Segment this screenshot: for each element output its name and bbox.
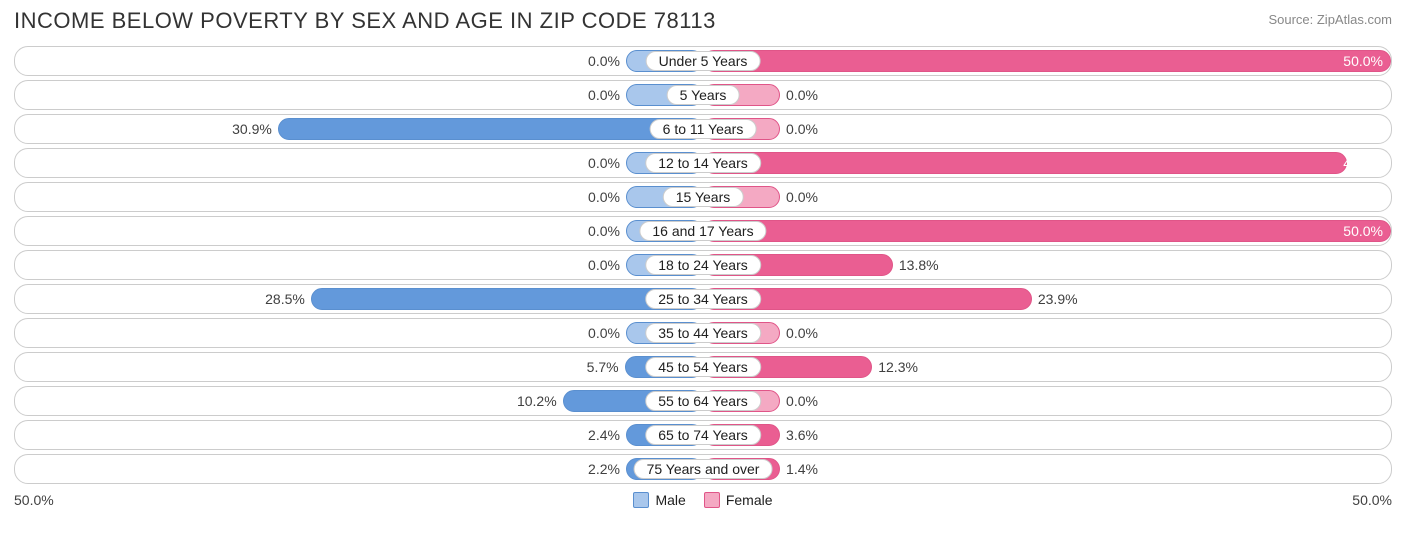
chart-footer: 50.0% Male Female 50.0% xyxy=(0,488,1406,516)
male-bar xyxy=(311,288,703,310)
female-value: 23.9% xyxy=(1038,291,1078,307)
female-value: 12.3% xyxy=(878,359,918,375)
data-row: 28.5% 23.9% 25 to 34 Years xyxy=(14,284,1392,314)
category-label: 5 Years xyxy=(667,85,740,105)
female-value: 3.6% xyxy=(786,427,818,443)
data-row: 0.0% 0.0% 5 Years xyxy=(14,80,1392,110)
data-row: 5.7% 12.3% 45 to 54 Years xyxy=(14,352,1392,382)
category-label: 12 to 14 Years xyxy=(645,153,761,173)
male-bar xyxy=(278,118,703,140)
category-label: 75 Years and over xyxy=(634,459,773,479)
category-label: 55 to 64 Years xyxy=(645,391,761,411)
category-label: 6 to 11 Years xyxy=(650,119,757,139)
male-value: 0.0% xyxy=(588,257,620,273)
female-value: 0.0% xyxy=(786,87,818,103)
male-value: 0.0% xyxy=(588,189,620,205)
male-value: 0.0% xyxy=(588,53,620,69)
female-swatch-icon xyxy=(704,492,720,508)
category-label: 15 Years xyxy=(663,187,744,207)
female-value: 0.0% xyxy=(786,393,818,409)
data-row: 0.0% 46.8% 12 to 14 Years xyxy=(14,148,1392,178)
category-label: 25 to 34 Years xyxy=(645,289,761,309)
data-row: 0.0% 0.0% 35 to 44 Years xyxy=(14,318,1392,348)
legend-female-label: Female xyxy=(726,492,773,508)
male-value: 0.0% xyxy=(588,87,620,103)
female-value: 0.0% xyxy=(786,121,818,137)
male-value: 10.2% xyxy=(517,393,557,409)
category-label: 65 to 74 Years xyxy=(645,425,761,445)
female-value: 50.0% xyxy=(1343,223,1383,239)
data-row: 10.2% 0.0% 55 to 64 Years xyxy=(14,386,1392,416)
female-value: 46.8% xyxy=(1343,155,1383,171)
legend-male-label: Male xyxy=(655,492,685,508)
data-row: 0.0% 13.8% 18 to 24 Years xyxy=(14,250,1392,280)
male-value: 0.0% xyxy=(588,325,620,341)
header: INCOME BELOW POVERTY BY SEX AND AGE IN Z… xyxy=(0,0,1406,46)
male-value: 28.5% xyxy=(265,291,305,307)
legend-male: Male xyxy=(633,492,685,508)
category-label: 16 and 17 Years xyxy=(639,221,766,241)
female-bar xyxy=(703,152,1347,174)
female-bar xyxy=(703,220,1391,242)
category-label: 45 to 54 Years xyxy=(645,357,761,377)
male-value: 0.0% xyxy=(588,223,620,239)
legend: Male Female xyxy=(633,492,772,508)
female-bar xyxy=(703,50,1391,72)
chart-title: INCOME BELOW POVERTY BY SEX AND AGE IN Z… xyxy=(14,8,716,34)
axis-right-label: 50.0% xyxy=(1352,492,1392,508)
data-row: 0.0% 50.0% Under 5 Years xyxy=(14,46,1392,76)
female-value: 50.0% xyxy=(1343,53,1383,69)
female-value: 0.0% xyxy=(786,189,818,205)
category-label: Under 5 Years xyxy=(646,51,761,71)
chart-source: Source: ZipAtlas.com xyxy=(1268,8,1392,27)
data-row: 2.2% 1.4% 75 Years and over xyxy=(14,454,1392,484)
female-value: 1.4% xyxy=(786,461,818,477)
data-row: 0.0% 0.0% 15 Years xyxy=(14,182,1392,212)
female-value: 13.8% xyxy=(899,257,939,273)
axis-left-label: 50.0% xyxy=(14,492,54,508)
male-value: 0.0% xyxy=(588,155,620,171)
chart-area: 0.0% 50.0% Under 5 Years 0.0% 0.0% 5 Years 30.… xyxy=(0,46,1406,484)
male-value: 5.7% xyxy=(587,359,619,375)
data-row: 30.9% 0.0% 6 to 11 Years xyxy=(14,114,1392,144)
legend-female: Female xyxy=(704,492,773,508)
male-value: 2.4% xyxy=(588,427,620,443)
data-row: 2.4% 3.6% 65 to 74 Years xyxy=(14,420,1392,450)
male-swatch-icon xyxy=(633,492,649,508)
chart-container: INCOME BELOW POVERTY BY SEX AND AGE IN Z… xyxy=(0,0,1406,516)
data-row: 0.0% 50.0% 16 and 17 Years xyxy=(14,216,1392,246)
category-label: 18 to 24 Years xyxy=(645,255,761,275)
male-value: 2.2% xyxy=(588,461,620,477)
category-label: 35 to 44 Years xyxy=(645,323,761,343)
female-value: 0.0% xyxy=(786,325,818,341)
male-value: 30.9% xyxy=(232,121,272,137)
